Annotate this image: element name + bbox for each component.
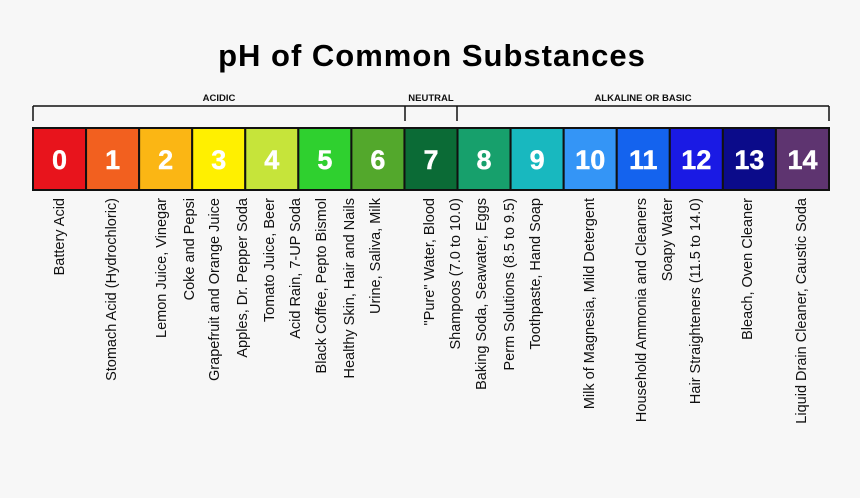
- ph-number: 3: [211, 145, 226, 175]
- ph-number: 12: [681, 145, 711, 175]
- ph-number: 10: [575, 145, 605, 175]
- ph-cell: [85, 127, 141, 191]
- substance-label: Toothpaste, Hand Soap: [528, 198, 544, 350]
- ph-cell: [32, 127, 88, 191]
- substance-label: Healthy Skin, Hair and Nails: [342, 198, 358, 379]
- substance-label: Liquid Drain Cleaner, Caustic Soda: [794, 197, 810, 424]
- ph-cell: [297, 127, 353, 191]
- substance-label: Milk of Magnesia, Mild Detergent: [582, 198, 598, 409]
- substance-label: "Pure" Water, Blood: [422, 198, 438, 325]
- ph-cell: [403, 127, 459, 191]
- substance-label: Hair Straighteners (11.5 to 14.0): [688, 198, 704, 404]
- substance-label: Lemon Juice, Vinegar: [154, 198, 170, 338]
- title: pH of Common Substances: [218, 38, 646, 73]
- ph-cell: [721, 127, 777, 191]
- substance-label: Baking Soda, Seawater, Eggs: [474, 198, 490, 390]
- substance-label: Coke and Pepsi: [182, 198, 198, 300]
- ph-number: 9: [530, 145, 545, 175]
- substance-label: Household Ammonia and Cleaners: [634, 198, 650, 422]
- substance-label: Tomato Juice, Beer: [262, 198, 278, 322]
- ph-number: 2: [158, 145, 173, 175]
- ph-number: 5: [317, 145, 332, 175]
- ph-cell: [668, 127, 724, 191]
- ph-cell: [774, 127, 831, 191]
- substance-label: Apples, Dr. Pepper Soda: [235, 197, 251, 358]
- range-label: ALKALINE OR BASIC: [594, 93, 691, 104]
- ph-number: 14: [787, 145, 817, 175]
- ph-number: 0: [52, 145, 67, 175]
- ph-number: 13: [734, 145, 764, 175]
- range-bracket: [32, 105, 830, 121]
- substance-label: Shampoos (7.0 to 10.0): [448, 198, 464, 350]
- range-label: ACIDIC: [203, 93, 236, 104]
- ph-number: 1: [105, 145, 120, 175]
- ph-cell: [615, 127, 671, 191]
- substance-label: Bleach, Oven Cleaner: [740, 198, 756, 340]
- ph-number: 11: [629, 145, 658, 175]
- ph-number: 8: [477, 145, 492, 175]
- substance-label: Black Coffee, Pepto Bismol: [314, 198, 330, 373]
- substance-label: Urine, Saliva, Milk: [368, 197, 384, 314]
- substance-label: Perm Solutions (8.5 to 9.5): [502, 198, 518, 370]
- ph-number: 4: [264, 145, 279, 175]
- ph-number: 7: [423, 145, 438, 175]
- substance-label: Acid Rain, 7-UP Soda: [288, 197, 304, 339]
- ph-number: 6: [370, 145, 385, 175]
- substance-label: Battery Acid: [52, 198, 68, 275]
- ph-cell: [350, 127, 406, 191]
- substance-label: Stomach Acid (Hydrochloric): [104, 198, 120, 381]
- substance-label: Soapy Water: [660, 198, 676, 281]
- ph-cell: [456, 127, 512, 191]
- substance-label: Grapefruit and Orange Juice: [207, 198, 223, 381]
- ph-cell: [562, 127, 618, 191]
- range-label: NEUTRAL: [408, 93, 454, 104]
